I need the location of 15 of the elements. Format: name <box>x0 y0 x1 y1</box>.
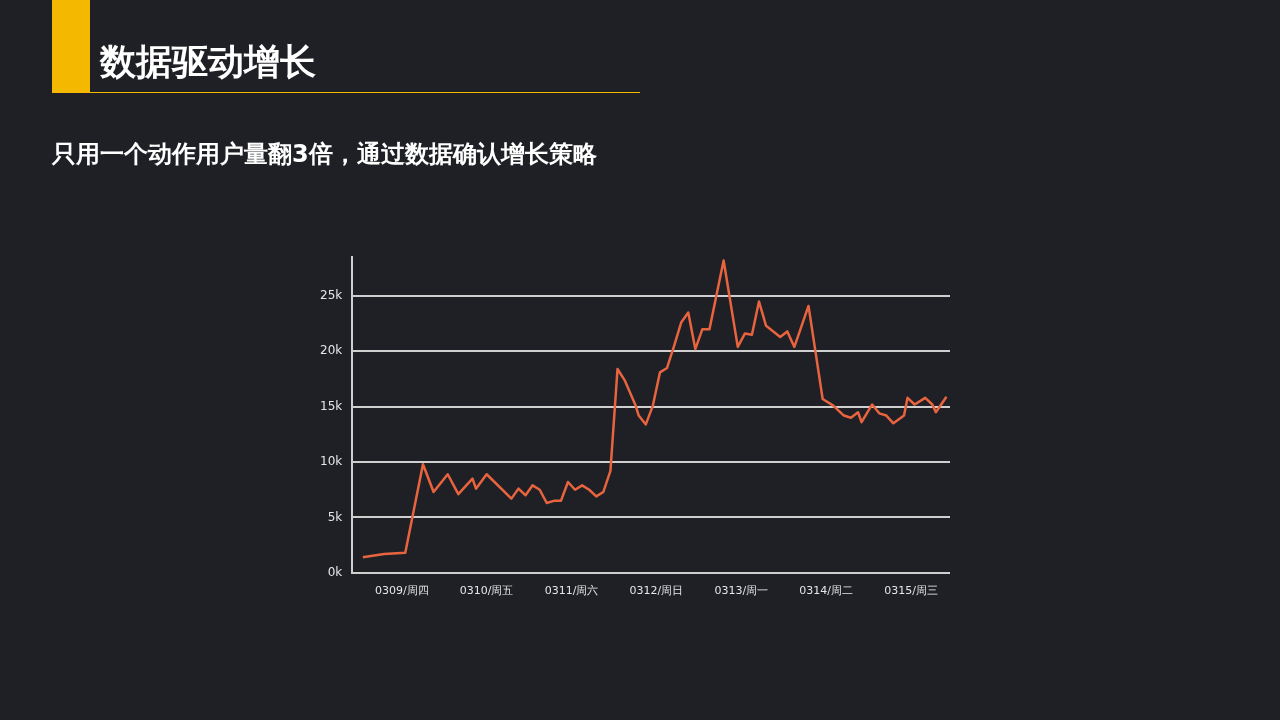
x-tick-label: 0314/周二 <box>799 584 854 598</box>
x-tick-label: 0315/周三 <box>884 584 938 598</box>
chart-subtitle: 只用一个动作用户量翻3倍，通过数据确认增长策略 <box>52 139 597 170</box>
x-tick-label: 0309/周四 <box>374 584 429 598</box>
y-tick-label: 0k <box>327 564 343 579</box>
y-tick-label: 20k <box>320 343 343 358</box>
x-tick-label: 0310/周五 <box>459 584 514 598</box>
y-tick-label: 10k <box>320 454 343 469</box>
chart-title: 数据驱动增长 <box>100 40 316 84</box>
x-tick-label: 0311/周六 <box>544 584 599 598</box>
y-tick-label: 5k <box>327 509 343 524</box>
x-tick-label: 0313/周一 <box>714 584 769 598</box>
x-tick-label: 0312/周日 <box>629 584 684 598</box>
y-tick-label: 15k <box>320 398 343 413</box>
y-tick-label: 25k <box>320 288 343 303</box>
